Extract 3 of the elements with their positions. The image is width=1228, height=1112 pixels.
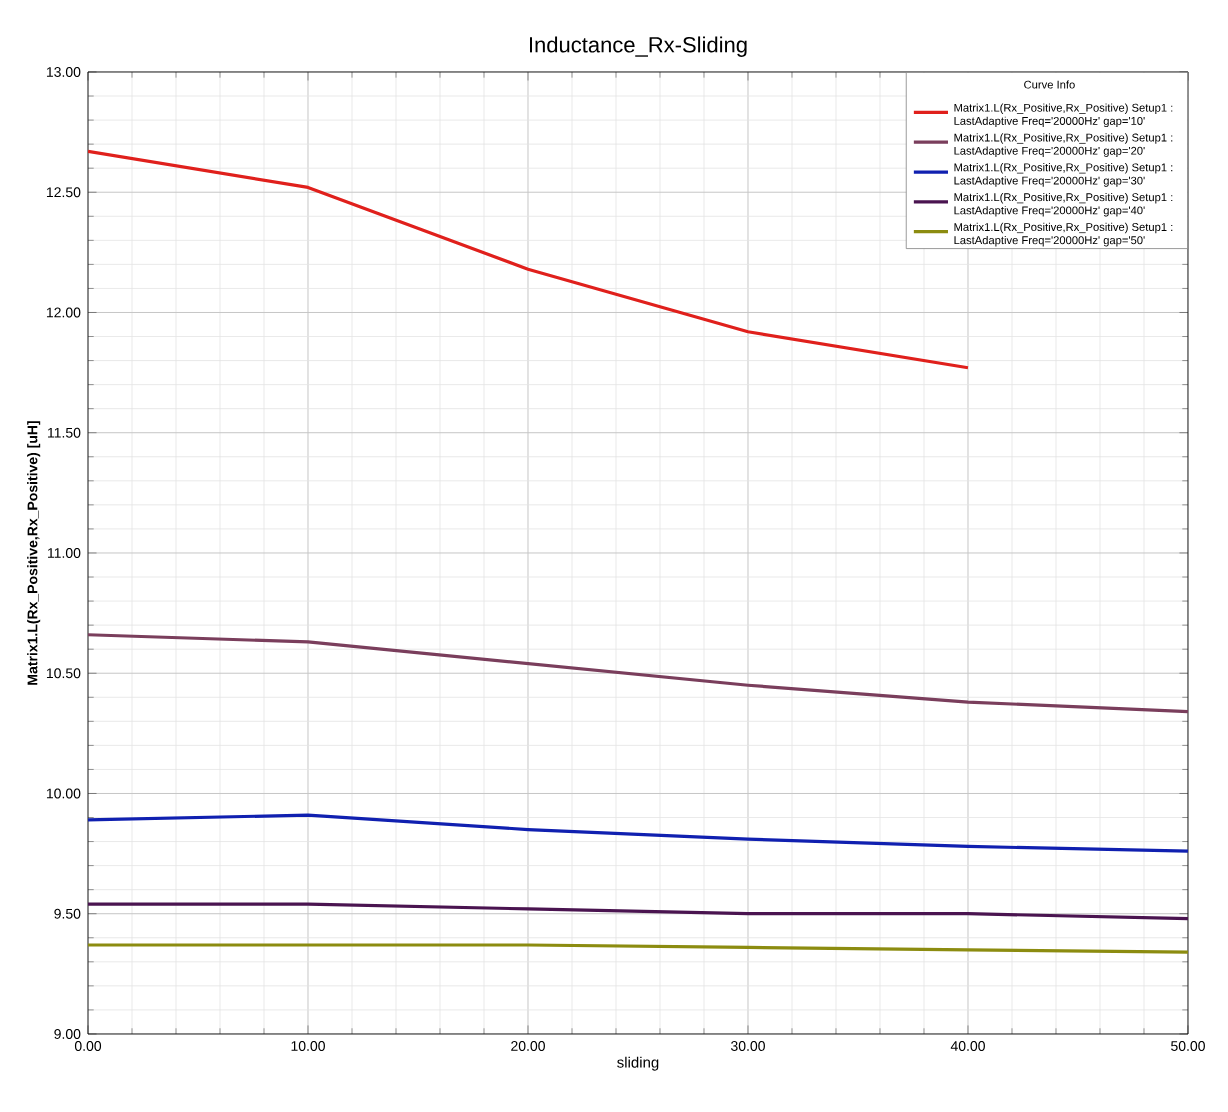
chart-title: Inductance_Rx-Sliding	[529, 36, 747, 57]
line-series	[88, 813, 1188, 853]
line-series	[88, 902, 1188, 921]
